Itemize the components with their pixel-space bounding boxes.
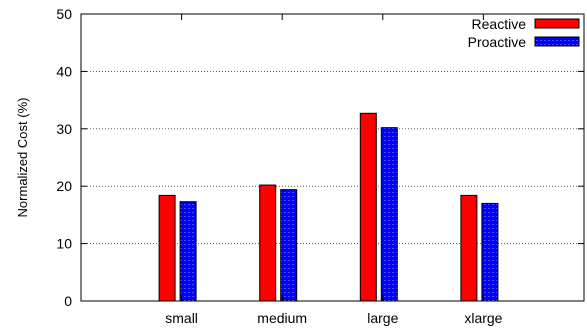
bar-proactive-small xyxy=(179,201,197,302)
y-tick-label: 10 xyxy=(56,236,72,252)
legend: Reactive Proactive xyxy=(468,16,580,50)
bar-reactive-large xyxy=(359,112,377,302)
axis-ticks: 0 10 20 30 40 50 small medium large xlarge xyxy=(56,6,584,326)
bar-reactive-small xyxy=(158,194,176,302)
y-tick-label: 0 xyxy=(64,293,72,309)
legend-label-proactive: Proactive xyxy=(468,34,527,50)
bar-proactive-medium xyxy=(280,189,298,302)
bar-proactive-xlarge xyxy=(481,202,499,302)
y-tick-label: 50 xyxy=(56,6,72,22)
legend-swatch-reactive xyxy=(534,18,580,29)
bar-proactive-large xyxy=(380,127,398,302)
x-tick-label: large xyxy=(367,310,398,326)
bar-reactive-medium xyxy=(259,184,277,302)
y-tick-label: 30 xyxy=(56,121,72,137)
legend-label-reactive: Reactive xyxy=(472,16,527,32)
y-tick-label: 40 xyxy=(56,63,72,79)
legend-swatch-proactive xyxy=(534,36,580,47)
x-tick-label: xlarge xyxy=(464,310,502,326)
bar-reactive-xlarge xyxy=(460,194,478,302)
gridlines xyxy=(81,71,584,244)
y-tick-label: 20 xyxy=(56,178,72,194)
x-tick-label: small xyxy=(165,310,198,326)
plot-frame xyxy=(80,13,585,302)
bars xyxy=(158,112,499,302)
y-axis-label: Normalized Cost (%) xyxy=(15,98,30,218)
x-tick-label: medium xyxy=(257,310,307,326)
